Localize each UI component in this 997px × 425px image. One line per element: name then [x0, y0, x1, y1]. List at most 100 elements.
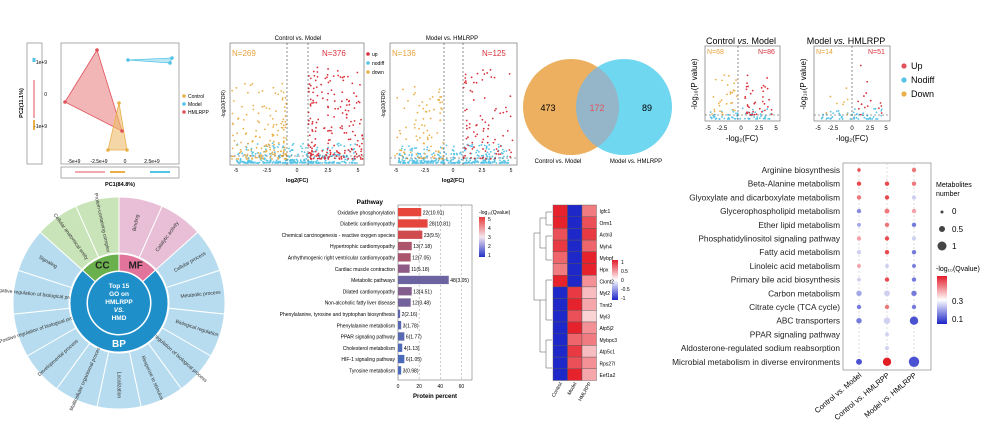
volcano-point [356, 162, 358, 164]
go-category-label: BP [112, 339, 126, 350]
volcano-point [420, 124, 423, 126]
volcano-point [277, 158, 279, 160]
volcano-point [269, 148, 272, 151]
volcano-point [484, 150, 487, 152]
kegg-pathway-label: Chemical carcinogenesis - reactive oxyge… [282, 233, 396, 239]
heatmap-cell [552, 356, 568, 370]
volcano-point [252, 104, 255, 107]
volcano-point [296, 159, 298, 161]
volcano-point [256, 156, 258, 159]
kegg-legend-tick: 5 [488, 217, 491, 223]
volcano-point [411, 158, 414, 160]
kegg-xtick: 0 [397, 384, 400, 390]
volcano-point [429, 162, 432, 164]
volcano-point [252, 108, 255, 111]
volcano-point [415, 135, 418, 138]
volcano-point [423, 148, 426, 151]
kegg-bar-label: 2(2.16) [402, 312, 418, 318]
volcano-point [477, 150, 480, 153]
volcano-point [424, 110, 427, 113]
volcano-point [283, 149, 285, 152]
volcano-point [354, 157, 356, 160]
heatmap-cell [552, 228, 568, 241]
volcano-point [746, 111, 748, 114]
legend-label-model: Model [188, 102, 202, 108]
volcano-point [734, 109, 736, 112]
venn-right-set [576, 59, 672, 155]
volcano-point [353, 92, 355, 94]
volcano-point [239, 148, 242, 151]
volcano-point [843, 101, 845, 103]
volcano-point [465, 162, 468, 164]
volcano-point [402, 162, 404, 164]
volcano-point [472, 99, 475, 101]
volcano-point [265, 144, 268, 146]
pca-xtick-label: 0 [124, 159, 127, 165]
volcano-point [327, 68, 329, 70]
volcano-point [497, 143, 500, 146]
volcano-point [350, 120, 352, 123]
volcano-point [287, 155, 290, 158]
volcano-point [337, 142, 340, 145]
volcano-point [241, 105, 243, 108]
bubble-color-scale [937, 276, 947, 324]
volcano-point [401, 145, 404, 148]
volcano-point [273, 149, 276, 152]
volcano-point [468, 122, 471, 125]
volcano-point [403, 148, 406, 151]
bubble-point [884, 195, 890, 200]
volcano-point [328, 161, 331, 164]
heatmap-gene-label: Orm1 [600, 221, 613, 227]
volcano-point [503, 150, 505, 153]
volcano-point [282, 124, 285, 127]
volcano-point [474, 135, 477, 138]
volcano-point [770, 113, 773, 116]
volcano-point [339, 144, 342, 146]
volcano-point [408, 154, 411, 157]
heatmap-cell [567, 310, 583, 323]
volcano-point [761, 100, 764, 103]
volcano-point [352, 124, 355, 126]
volcano-point [250, 161, 253, 164]
bubble-point [911, 290, 917, 296]
volcano-point [766, 108, 769, 110]
volcano-point [312, 91, 314, 94]
volcano-point [486, 72, 489, 74]
venn-left-count: 473 [540, 103, 555, 113]
volcano-point [735, 79, 738, 81]
volcano-point [305, 146, 307, 149]
volcano-point [282, 150, 285, 153]
volcano-point [262, 162, 265, 164]
volcano-point [419, 162, 422, 164]
volcano-point [476, 154, 479, 157]
kegg-pathway-label: Diabetic cardiomyopathy [340, 222, 395, 228]
volcano-point [343, 145, 346, 148]
pca-x-axis-label: PC1(84.8%) [105, 182, 135, 188]
volcano-point [357, 100, 360, 103]
volcano-point [429, 98, 431, 100]
volcano-point [239, 158, 242, 161]
volcano-point [411, 159, 414, 162]
volcano-1-n-up: N=376 [322, 49, 346, 58]
bubble-size-legend: Metabolites number 0 0.5 1 [936, 182, 972, 251]
venn-overlap [576, 67, 619, 147]
volcano-point [251, 157, 253, 160]
volcano-point [327, 139, 330, 142]
volcano-point [272, 140, 275, 143]
legend-swatch-down [901, 91, 907, 97]
metab-volcano-1-y-axis-label: -log₁₀(P value) [690, 58, 699, 110]
volcano-point [330, 126, 333, 129]
kegg-bar [398, 309, 401, 318]
volcano-point [394, 154, 396, 157]
volcano-point [436, 132, 439, 134]
heatmap-gene-label: Mybpf [600, 256, 614, 262]
volcano-point [347, 138, 350, 141]
volcano-point [415, 162, 417, 164]
kegg-bar-label: 12(3.48) [412, 301, 431, 307]
venn-left-label: Control vs. Model [535, 159, 582, 165]
volcano-point [441, 162, 443, 164]
heatmap-gene-label: Ckmt2 [600, 279, 615, 285]
kegg-bar [398, 230, 423, 239]
volcano-point [285, 152, 287, 155]
volcano-point [277, 129, 280, 132]
